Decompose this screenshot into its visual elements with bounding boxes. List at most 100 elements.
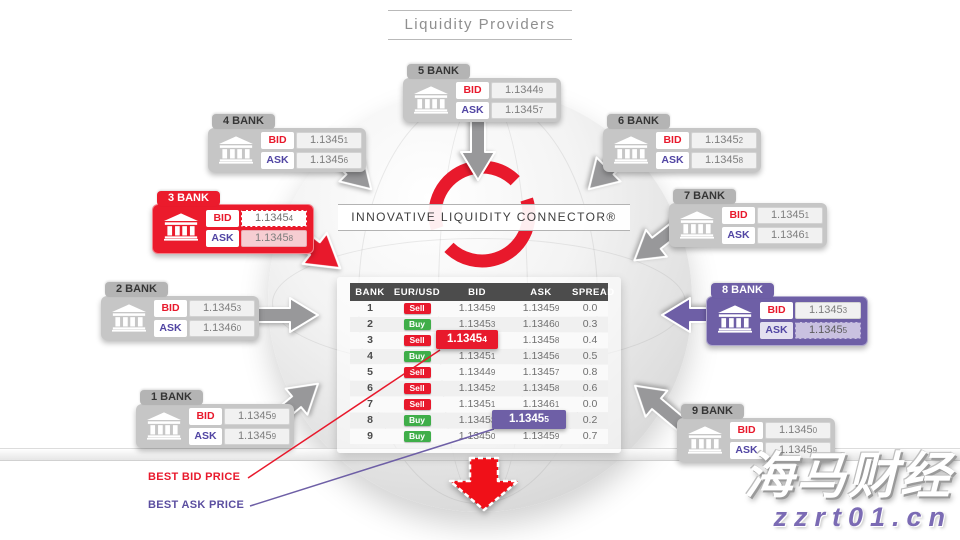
watermark: 海马财经 zzrt01.cn xyxy=(744,450,952,532)
spread-cell: 0.6 xyxy=(582,382,598,394)
spread-cell: 0.5 xyxy=(582,350,598,362)
ask-label: ASK xyxy=(189,428,222,445)
table-row: 4 Buy 1.13451 1.13456 0.5 xyxy=(350,349,608,364)
bid-label: BID xyxy=(760,302,793,319)
best-bid-callout: 1.13454 xyxy=(436,330,498,349)
bid-cell: 1.13449 xyxy=(458,366,496,378)
bank-icon xyxy=(614,136,648,164)
flow-arrow-bank2 xyxy=(256,295,320,335)
page-title-block: Liquidity Providers xyxy=(388,10,572,40)
title-rule-top xyxy=(388,10,572,11)
ask-cell: 1.13459 xyxy=(522,302,560,314)
bid-cell: 1.13452 xyxy=(458,382,496,394)
bid-value: 1.13453 xyxy=(189,300,255,317)
bid-label: BID xyxy=(456,82,489,99)
table-row: 5 Sell 1.13449 1.13457 0.8 xyxy=(350,365,608,380)
col-header-ask: ASK xyxy=(530,286,552,298)
ask-cell: 1.13458 xyxy=(522,334,560,346)
action-badge: Sell xyxy=(403,303,431,314)
output-arrow-icon xyxy=(448,456,520,512)
bid-label: BID xyxy=(722,207,755,224)
ask-cell: 1.13460 xyxy=(522,318,560,330)
bank-tab: 9 BANK xyxy=(681,404,744,419)
ask-label: ASK xyxy=(206,230,239,247)
ask-value: 1.13461 xyxy=(757,227,823,244)
bid-label: BID xyxy=(189,408,222,425)
bank-tab: 3 BANK xyxy=(157,191,220,206)
ask-value: 1.13458 xyxy=(241,230,307,247)
bank-icon xyxy=(680,211,714,239)
best-ask-callout: 1.13455 xyxy=(492,410,566,429)
best-ask-price-label: BEST ASK PRICE xyxy=(148,499,245,511)
col-header-spread: SPREAD xyxy=(572,286,615,298)
bid-value: 1.13459 xyxy=(224,408,290,425)
bid-value: 1.13453 xyxy=(795,302,861,319)
liquidity-table: BANK EUR/USD BID ASK SPREAD 1 Sell 1.134… xyxy=(350,283,615,445)
ask-value: 1.13457 xyxy=(491,102,557,119)
bank-card-9: 9 BANK BID 1.13450 ASK 1.13459 xyxy=(677,404,835,462)
bank-card-6: 6 BANK BID 1.13452 ASK 1.13458 xyxy=(603,114,761,172)
bid-cell: 1.13451 xyxy=(458,398,496,410)
ask-cell: 1.13459 xyxy=(522,430,560,442)
table-row: 3 Sell 1.13454 1.13458 0.4 xyxy=(350,333,608,348)
action-badge: Buy xyxy=(403,351,431,362)
bank-icon xyxy=(147,412,181,440)
bid-value: 1.13452 xyxy=(691,132,757,149)
bank-card-1: 1 BANK BID 1.13459 ASK 1.13459 xyxy=(136,390,294,448)
ask-cell: 1.13461 xyxy=(522,398,560,410)
watermark-chinese: 海马财经 xyxy=(744,448,952,504)
col-header-bank: BANK xyxy=(355,286,385,298)
bank-card-2: 2 BANK BID 1.13453 ASK 1.13460 xyxy=(101,282,259,340)
ask-value-best: 1.13455 xyxy=(795,322,861,339)
bank-icon xyxy=(414,86,448,114)
bank-icon xyxy=(219,136,253,164)
bid-value: 1.13451 xyxy=(296,132,362,149)
bid-cell: 1.13453 xyxy=(458,318,496,330)
bid-value: 1.13450 xyxy=(765,422,831,439)
ask-value: 1.13458 xyxy=(691,152,757,169)
spread-cell: 0.3 xyxy=(582,318,598,330)
flow-arrow-bank5 xyxy=(458,118,498,182)
table-row: 1 Sell 1.13459 1.13459 0.0 xyxy=(350,301,608,316)
bank-icon xyxy=(112,304,146,332)
bid-label: BID xyxy=(656,132,689,149)
ask-value: 1.13459 xyxy=(765,442,831,459)
connector-ring-icon xyxy=(426,158,538,270)
action-badge: Sell xyxy=(403,335,431,346)
bank-tab: 4 BANK xyxy=(212,114,275,129)
bank-tab: 7 BANK xyxy=(673,189,736,204)
bank-card-4: 4 BANK BID 1.13451 ASK 1.13456 xyxy=(208,114,366,172)
ask-label: ASK xyxy=(656,152,689,169)
bank-tab: 5 BANK xyxy=(407,64,470,79)
ask-cell: 1.13456 xyxy=(522,350,560,362)
bid-cell: 1.13459 xyxy=(458,302,496,314)
ask-value: 1.13460 xyxy=(189,320,255,337)
bid-label: BID xyxy=(154,300,187,317)
bid-value: 1.13451 xyxy=(757,207,823,224)
bank-card-7: 7 BANK BID 1.13451 ASK 1.13461 xyxy=(669,189,827,247)
action-badge: Sell xyxy=(403,399,431,410)
ask-label: ASK xyxy=(154,320,187,337)
table-row: 8 Buy 1.13453 1.13455 0.2 xyxy=(350,413,608,428)
title-rule-bottom xyxy=(388,39,572,40)
table-row: 7 Sell 1.13451 1.13461 0.0 xyxy=(350,397,608,412)
watermark-url: zzrt01.cn xyxy=(773,502,952,532)
ask-label: ASK xyxy=(730,442,763,459)
spread-cell: 0.8 xyxy=(582,366,598,378)
ask-label: ASK xyxy=(760,322,793,339)
col-header-bid: BID xyxy=(468,286,486,298)
bid-label: BID xyxy=(206,210,239,227)
action-badge: Sell xyxy=(403,383,431,394)
bid-cell: 1.13451 xyxy=(458,350,496,362)
action-badge: Buy xyxy=(403,319,431,330)
bank-tab: 6 BANK xyxy=(607,114,670,129)
connector-title: INNOVATIVE LIQUIDITY CONNECTOR® xyxy=(338,204,630,231)
ask-label: ASK xyxy=(456,102,489,119)
table-row: 6 Sell 1.13452 1.13458 0.6 xyxy=(350,381,608,396)
spread-cell: 0.2 xyxy=(582,414,598,426)
bank-card-8-best-ask: 8 BANK BID 1.13453 ASK 1.13455 xyxy=(706,283,868,346)
bank-icon xyxy=(164,213,198,241)
ask-value: 1.13459 xyxy=(224,428,290,445)
spread-cell: 0.0 xyxy=(582,302,598,314)
ask-cell: 1.13458 xyxy=(522,382,560,394)
